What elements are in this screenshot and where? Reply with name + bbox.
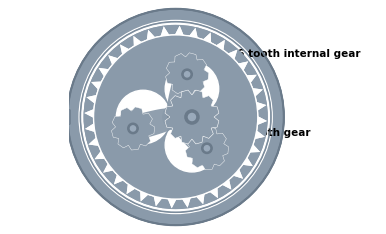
Polygon shape <box>165 90 219 144</box>
Circle shape <box>84 26 267 208</box>
Circle shape <box>93 35 258 199</box>
Polygon shape <box>84 26 267 208</box>
FancyBboxPatch shape <box>65 110 70 124</box>
Circle shape <box>165 118 219 172</box>
Circle shape <box>130 126 135 131</box>
Polygon shape <box>119 108 185 143</box>
Circle shape <box>165 62 219 116</box>
Polygon shape <box>167 61 202 123</box>
Circle shape <box>182 69 192 80</box>
Circle shape <box>185 72 190 77</box>
Circle shape <box>170 57 205 92</box>
Circle shape <box>94 36 257 198</box>
Circle shape <box>204 146 210 151</box>
Polygon shape <box>185 127 229 170</box>
Circle shape <box>185 110 199 124</box>
FancyBboxPatch shape <box>46 111 68 123</box>
Polygon shape <box>112 107 154 150</box>
Polygon shape <box>166 53 209 96</box>
Text: 12 tooth gear: 12 tooth gear <box>217 118 311 138</box>
Circle shape <box>170 95 214 139</box>
Polygon shape <box>173 111 223 165</box>
Circle shape <box>82 23 269 211</box>
Circle shape <box>68 9 284 225</box>
Circle shape <box>188 113 195 121</box>
Circle shape <box>84 26 267 208</box>
Circle shape <box>172 113 179 121</box>
Circle shape <box>80 22 271 212</box>
Text: 36 tooth internal gear: 36 tooth internal gear <box>208 49 361 59</box>
Circle shape <box>115 111 151 146</box>
Circle shape <box>128 123 138 134</box>
Circle shape <box>116 90 170 144</box>
Circle shape <box>163 104 188 130</box>
Circle shape <box>95 36 256 198</box>
Polygon shape <box>84 26 267 208</box>
Circle shape <box>168 110 183 124</box>
Circle shape <box>79 20 272 214</box>
Circle shape <box>201 143 212 154</box>
Circle shape <box>190 131 224 166</box>
